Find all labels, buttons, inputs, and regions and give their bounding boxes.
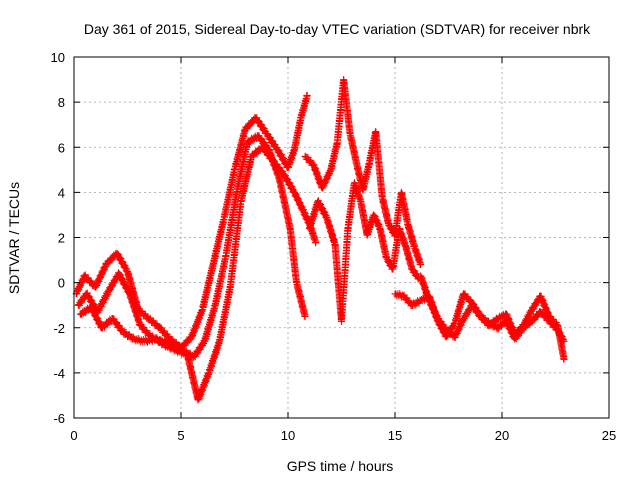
x-tick-label: 0 <box>70 428 77 443</box>
x-axis-label: GPS time / hours <box>287 458 394 474</box>
data-point <box>560 355 568 363</box>
x-tick-label: 15 <box>388 428 402 443</box>
data-point <box>417 261 425 269</box>
x-tick-label: 25 <box>602 428 616 443</box>
series-track-d <box>301 76 425 269</box>
series-track-b <box>74 132 309 361</box>
y-tick-label: -4 <box>53 366 65 381</box>
data-point <box>301 312 309 320</box>
data-point <box>245 139 253 147</box>
data-point <box>312 238 320 246</box>
x-tick-label: 5 <box>177 428 184 443</box>
data-marks <box>72 76 568 404</box>
data-point <box>303 91 311 99</box>
series-track-a <box>72 91 311 352</box>
series-track-e <box>305 179 423 325</box>
x-tick-label: 20 <box>495 428 509 443</box>
series-track-g <box>417 272 568 345</box>
chart-title: Day 361 of 2015, Sidereal Day-to-day VTE… <box>84 21 591 37</box>
y-tick-label: 10 <box>51 50 65 65</box>
y-tick-label: 8 <box>58 95 65 110</box>
data-point <box>135 334 143 342</box>
grid-lines <box>74 57 609 418</box>
x-tick-label: 10 <box>281 428 295 443</box>
y-tick-label: 6 <box>58 140 65 155</box>
data-point <box>249 137 257 145</box>
y-tick-label: 0 <box>58 276 65 291</box>
y-tick-label: -6 <box>53 411 65 426</box>
x-tick-labels: 0 5 10 15 20 25 <box>70 428 616 443</box>
y-tick-label: 2 <box>58 231 65 246</box>
data-point <box>78 311 86 319</box>
y-tick-label: 4 <box>58 185 65 200</box>
y-tick-labels: -6 -4 -2 0 2 4 6 8 10 <box>51 50 65 426</box>
data-point <box>81 309 89 317</box>
y-axis-label: SDTVAR / TECUs <box>6 182 22 294</box>
y-tick-label: -2 <box>53 321 65 336</box>
series-track-c <box>76 143 320 404</box>
series-track-f <box>391 290 568 363</box>
